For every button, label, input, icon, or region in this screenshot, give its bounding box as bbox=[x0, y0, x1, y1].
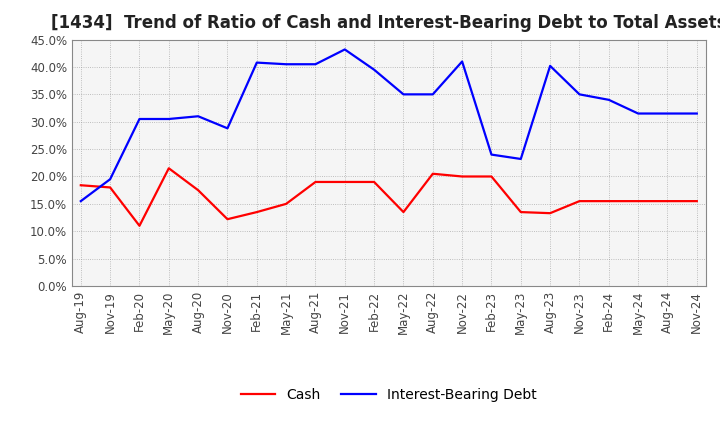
Interest-Bearing Debt bbox=[135, 116, 144, 121]
Interest-Bearing Debt bbox=[106, 176, 114, 182]
Cash bbox=[458, 174, 467, 179]
Interest-Bearing Debt bbox=[428, 92, 437, 97]
Interest-Bearing Debt bbox=[253, 60, 261, 65]
Interest-Bearing Debt bbox=[282, 62, 290, 67]
Cash bbox=[487, 174, 496, 179]
Cash bbox=[428, 171, 437, 176]
Cash bbox=[223, 216, 232, 222]
Interest-Bearing Debt bbox=[693, 111, 701, 116]
Cash bbox=[634, 198, 642, 204]
Interest-Bearing Debt bbox=[605, 97, 613, 103]
Cash bbox=[76, 183, 85, 188]
Line: Cash: Cash bbox=[81, 168, 697, 226]
Cash bbox=[516, 209, 525, 215]
Interest-Bearing Debt bbox=[399, 92, 408, 97]
Cash bbox=[399, 209, 408, 215]
Interest-Bearing Debt bbox=[370, 67, 379, 72]
Interest-Bearing Debt bbox=[311, 62, 320, 67]
Legend: Cash, Interest-Bearing Debt: Cash, Interest-Bearing Debt bbox=[235, 382, 543, 407]
Interest-Bearing Debt bbox=[663, 111, 672, 116]
Cash bbox=[663, 198, 672, 204]
Interest-Bearing Debt bbox=[164, 116, 173, 121]
Cash bbox=[282, 201, 290, 206]
Cash bbox=[194, 187, 202, 193]
Cash bbox=[605, 198, 613, 204]
Interest-Bearing Debt bbox=[487, 152, 496, 157]
Cash bbox=[311, 180, 320, 185]
Line: Interest-Bearing Debt: Interest-Bearing Debt bbox=[81, 49, 697, 201]
Cash bbox=[693, 198, 701, 204]
Cash bbox=[135, 223, 144, 228]
Interest-Bearing Debt bbox=[575, 92, 584, 97]
Interest-Bearing Debt bbox=[194, 114, 202, 119]
Cash bbox=[341, 180, 349, 185]
Cash bbox=[370, 180, 379, 185]
Interest-Bearing Debt bbox=[634, 111, 642, 116]
Interest-Bearing Debt bbox=[458, 59, 467, 64]
Title: [1434]  Trend of Ratio of Cash and Interest-Bearing Debt to Total Assets: [1434] Trend of Ratio of Cash and Intere… bbox=[51, 15, 720, 33]
Cash bbox=[253, 209, 261, 215]
Cash bbox=[106, 185, 114, 190]
Interest-Bearing Debt bbox=[76, 198, 85, 204]
Interest-Bearing Debt bbox=[546, 63, 554, 69]
Cash bbox=[164, 165, 173, 171]
Interest-Bearing Debt bbox=[223, 126, 232, 131]
Interest-Bearing Debt bbox=[341, 47, 349, 52]
Cash bbox=[546, 210, 554, 216]
Interest-Bearing Debt bbox=[516, 156, 525, 161]
Cash bbox=[575, 198, 584, 204]
